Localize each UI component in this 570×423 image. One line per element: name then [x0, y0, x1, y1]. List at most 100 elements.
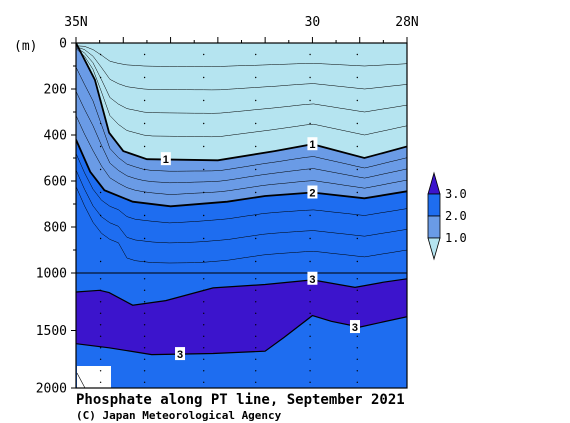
station-dot	[356, 214, 358, 217]
station-dot	[203, 191, 205, 194]
missing-data-edge	[76, 372, 86, 388]
station-dot	[143, 122, 146, 125]
station-dot	[99, 76, 102, 79]
station-dot	[143, 381, 146, 383]
station-dot	[99, 301, 102, 303]
legend-swatch-below-1	[427, 237, 441, 261]
station-dot	[203, 168, 205, 171]
contour-2	[76, 139, 407, 208]
contour-label-bg	[349, 320, 360, 334]
station-dot	[143, 347, 146, 349]
station-dot	[99, 168, 102, 171]
y-tick-label: 400	[44, 129, 67, 144]
station-dot	[143, 289, 146, 291]
station-dot	[99, 260, 102, 263]
contour-label: 1	[163, 154, 169, 166]
station-dot	[99, 370, 102, 372]
y-tick-label: 200	[44, 83, 67, 98]
station-dot	[99, 214, 102, 217]
station-dot	[99, 122, 102, 125]
contour-label: 1	[309, 139, 315, 151]
contour-thin-mid-2	[76, 115, 407, 195]
station-dot	[255, 324, 257, 326]
station-dot	[255, 381, 257, 383]
station-dot	[99, 145, 102, 148]
y-tick-label: 0	[59, 37, 67, 52]
station-dot	[309, 358, 311, 360]
contour-label: 3	[352, 322, 358, 334]
station-dot	[356, 312, 358, 314]
station-dot	[143, 237, 146, 240]
station-dot	[203, 289, 205, 291]
station-dot	[143, 312, 146, 314]
station-dot	[255, 301, 257, 303]
station-dot	[255, 122, 257, 125]
station-dot	[309, 301, 311, 303]
x-axis: 35N 30 28N	[64, 15, 419, 43]
station-dot	[255, 260, 257, 263]
station-dot	[203, 335, 205, 337]
y-unit-label: (m)	[14, 39, 37, 54]
chart-credit: (C) Japan Meteorological Agency	[76, 409, 282, 422]
legend-label: 2.0	[445, 209, 467, 223]
contour-1	[76, 43, 407, 162]
station-dot	[255, 358, 257, 360]
station-dots	[99, 53, 358, 383]
station-dot	[309, 347, 311, 349]
legend-swatch-above-3	[427, 171, 441, 195]
station-dot	[356, 76, 358, 79]
station-dot	[309, 370, 311, 372]
station-dot	[203, 347, 205, 349]
station-dot	[143, 76, 146, 79]
station-dot	[309, 324, 311, 326]
station-dot	[203, 301, 205, 303]
colorbar-legend: 3.0 2.0 1.0	[427, 171, 467, 261]
station-dot	[99, 324, 102, 326]
station-dot	[309, 237, 311, 240]
station-dot	[356, 335, 358, 337]
station-dot	[255, 312, 257, 314]
station-dot	[356, 370, 358, 372]
station-dot	[203, 122, 205, 125]
y-axis: 0 200 400 600 800 1000 1500 2000	[36, 37, 76, 397]
station-dot	[356, 289, 358, 291]
band-below-1	[76, 43, 407, 161]
station-dot	[203, 260, 205, 263]
station-dot	[255, 76, 257, 79]
station-dot	[255, 99, 257, 102]
station-dot	[143, 260, 146, 263]
station-dot	[203, 358, 205, 360]
station-dot	[99, 358, 102, 360]
y-tick-label: 2000	[36, 382, 67, 397]
station-dot	[309, 99, 311, 102]
contour-thin-upper-1	[76, 46, 407, 91]
chart-title: Phosphate along PT line, September 2021	[76, 392, 405, 408]
y-tick-label: 800	[44, 221, 67, 236]
legend-label: 1.0	[445, 231, 467, 245]
station-dot	[143, 168, 146, 171]
station-dot	[255, 237, 257, 240]
station-dot	[255, 145, 257, 148]
station-dot	[356, 191, 358, 194]
contour-fills	[76, 43, 407, 388]
x-tick-label: 35N	[64, 15, 87, 30]
station-dot	[99, 191, 102, 194]
station-dot	[309, 168, 311, 171]
station-dot	[203, 76, 205, 79]
contour-thin-lower-1	[76, 169, 407, 244]
legend-swatch-2-to-3	[427, 193, 441, 217]
station-dot	[255, 278, 257, 280]
station-dot	[143, 99, 146, 102]
station-dot	[356, 145, 358, 148]
contour-3-bottom	[76, 314, 407, 356]
contour-thin-mid-0	[76, 67, 407, 172]
station-dot	[356, 278, 358, 280]
station-dot	[203, 381, 205, 383]
station-dot	[309, 122, 311, 125]
station-dot	[255, 289, 257, 291]
station-dot	[309, 335, 311, 337]
station-dot	[99, 99, 102, 102]
legend-swatch-1-to-2	[427, 215, 441, 239]
station-dot	[309, 381, 311, 383]
station-dot	[143, 324, 146, 326]
